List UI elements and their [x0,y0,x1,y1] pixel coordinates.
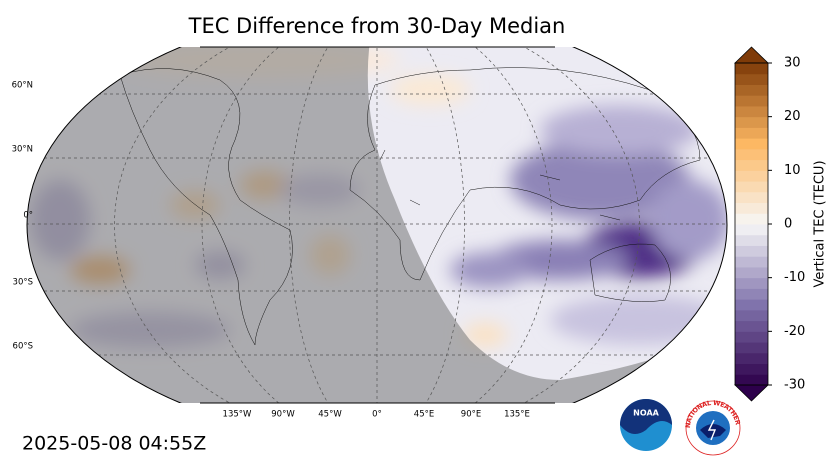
longitude-label: 135°E [504,410,530,420]
colorbar-band [735,277,768,289]
night-shading [27,47,727,403]
latitude-label: 0° [23,211,33,221]
colorbar-band [735,245,768,257]
noaa-logo: NOAA [620,399,672,451]
colorbar-band [735,73,768,85]
colorbar-band [735,159,768,171]
axis-labels: 60°N 30°N 0° 30°S 60°S 135°W 90°W 45°W 0° 45°E 90°… [12,81,530,420]
colorbar-band [735,266,768,279]
timestamp: 2025-05-08 04:55Z [22,433,206,455]
colorbar: -30 -20 -10 0 10 20 30 Vertical TEC (TECU) [734,46,828,402]
meridian [376,47,553,403]
colorbar-band [735,170,768,182]
meridian [289,47,378,403]
colorbar-band [735,256,768,268]
colorbar-band [735,181,768,193]
colorbar-band [735,320,768,332]
colorbar-band [735,234,768,246]
colorbar-band [735,84,768,96]
colorbar-band [735,299,768,311]
colorbar-band [735,213,768,225]
title: TEC Difference from 30-Day Median [188,14,566,38]
colorbar-band [735,202,768,214]
colorbar-tick-label: 10 [784,163,801,178]
longitude-label: 45°W [318,410,342,420]
colorbar-band [735,105,768,118]
colorbar-extend [734,384,769,402]
latitude-label: 60°S [13,342,33,352]
colorbar-tick-label: 20 [784,109,801,124]
colorbar-band [735,224,768,236]
latitude-label: 30°S [13,278,33,288]
colorbar-band [735,138,768,150]
meridian [376,47,465,403]
longitude-label: 0° [372,410,382,420]
longitude-label: 135°W [223,410,252,420]
colorbar-band [735,148,768,161]
latitude-label: 30°N [12,145,33,155]
colorbar-band [735,63,768,75]
longitude-label: 90°E [461,410,481,420]
meridian [201,47,378,403]
longitude-label: 90°W [271,410,295,420]
colorbar-label: Vertical TEC (TECU) [813,160,828,287]
colorbar-tick-label: 30 [784,56,801,71]
colorbar-tick-label: 0 [784,217,792,232]
colorbar-tick-label: -20 [784,324,805,339]
colorbar-band [735,363,768,375]
colorbar-band [735,309,768,322]
noaa-text: NOAA [633,409,659,418]
longitude-label: 45°E [414,410,434,420]
colorbar-tick-label: -30 [784,378,805,393]
latitude-label: 60°N [12,81,33,91]
colorbar-band [735,95,768,107]
colorbar-extend [734,46,769,64]
colorbar-band [735,342,768,354]
coastlines [119,67,701,346]
graticule [27,47,727,403]
colorbar-band [735,331,768,343]
map [26,47,728,403]
colorbar-band [735,191,768,204]
colorbar-band [735,127,768,139]
colorbar-band [735,352,768,365]
colorbar-band [735,374,768,386]
colorbar-tick-label: -10 [784,270,805,285]
map-border [26,47,728,403]
colorbar-band [735,116,768,128]
colorbar-band [735,288,768,300]
